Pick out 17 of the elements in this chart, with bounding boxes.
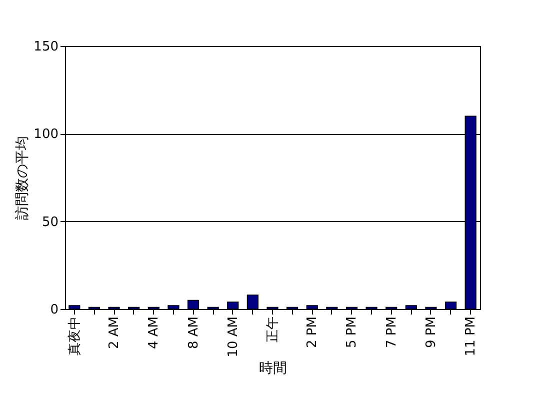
- x-tick-label: 2 AM: [107, 316, 122, 350]
- y-tick-label: 0: [50, 302, 58, 318]
- x-tick-label: 真夜中: [66, 316, 82, 356]
- x-tick-label: 正午: [266, 316, 280, 342]
- x-axis-title: 時間: [259, 360, 287, 376]
- x-tick-label: 2 PM: [305, 316, 320, 348]
- x-tick-label: 4 AM: [146, 316, 162, 350]
- x-tick-label: 9 PM: [424, 316, 439, 348]
- y-axis-title: 訪問数の平均: [14, 136, 31, 220]
- x-tick-label: 8 AM: [186, 316, 202, 350]
- x-tick-label: 11 PM: [464, 316, 479, 356]
- x-tick-label: 10 AM: [226, 316, 241, 358]
- y-tick-label: 50: [42, 214, 58, 230]
- y-tick-label: 150: [34, 40, 58, 54]
- x-tick-label: 7 PM: [384, 316, 400, 348]
- y-tick-label: 100: [34, 127, 58, 142]
- x-tick-label: 5 PM: [344, 316, 360, 348]
